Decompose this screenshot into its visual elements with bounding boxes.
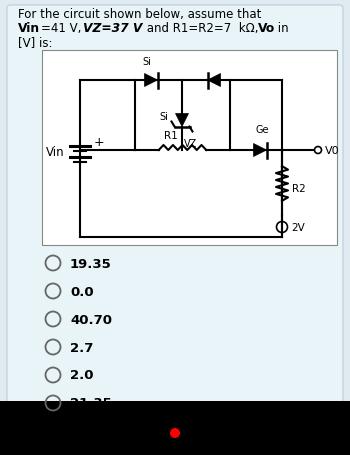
Text: 2.0: 2.0	[70, 369, 93, 382]
Circle shape	[315, 147, 322, 154]
Bar	[42, 51, 337, 245]
Text: +: +	[94, 136, 105, 149]
Text: 19.35: 19.35	[70, 257, 112, 270]
Text: Si: Si	[159, 112, 168, 122]
Text: Vin: Vin	[18, 22, 40, 35]
Circle shape	[170, 428, 180, 438]
Text: and R1=R2=7  kΩ,: and R1=R2=7 kΩ,	[143, 22, 259, 35]
Polygon shape	[175, 114, 189, 127]
Text: R2: R2	[292, 184, 306, 194]
Text: VZ=37 V: VZ=37 V	[83, 22, 142, 35]
Text: 2V: 2V	[291, 222, 305, 233]
Text: VZ: VZ	[184, 139, 197, 149]
Text: R1: R1	[164, 131, 178, 141]
Polygon shape	[253, 144, 266, 157]
Polygon shape	[145, 74, 158, 87]
Bar	[0, 401, 350, 455]
FancyBboxPatch shape	[7, 6, 343, 403]
Text: 40.70: 40.70	[70, 313, 112, 326]
Text: V0: V0	[325, 146, 340, 156]
Polygon shape	[208, 74, 220, 87]
Text: Vin: Vin	[46, 146, 65, 159]
Text: Ge: Ge	[255, 125, 269, 135]
Text: [V] is:: [V] is:	[18, 36, 52, 49]
Text: Vo: Vo	[258, 22, 275, 35]
Text: in: in	[274, 22, 289, 35]
Text: Si: Si	[142, 57, 152, 67]
Text: 2.7: 2.7	[70, 341, 93, 354]
Text: For the circuit shown below, assume that: For the circuit shown below, assume that	[18, 8, 261, 21]
Text: =41 V,: =41 V,	[41, 22, 85, 35]
Text: 0.0: 0.0	[70, 285, 94, 298]
Text: 21.35: 21.35	[70, 397, 112, 410]
